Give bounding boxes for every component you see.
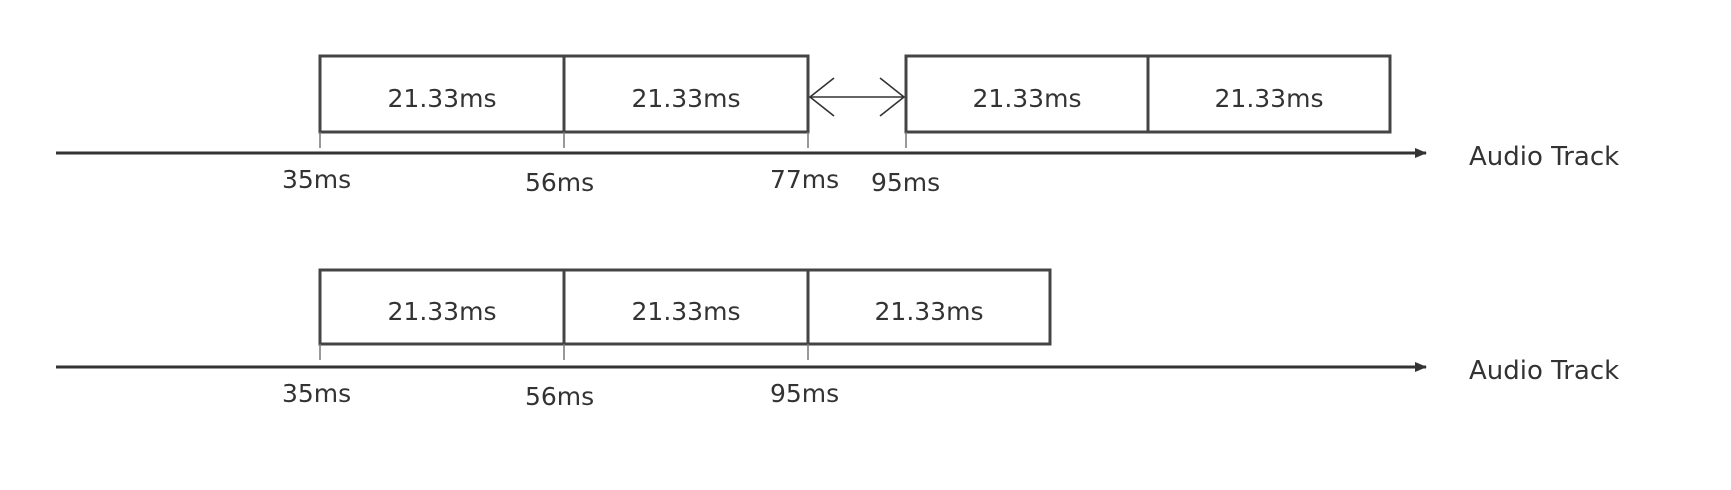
tick-label: 95ms bbox=[871, 168, 940, 197]
frame-box bbox=[904, 54, 1150, 134]
frame-box bbox=[562, 268, 810, 346]
frame-box bbox=[1146, 54, 1392, 134]
track-label: Audio Track bbox=[1469, 356, 1619, 386]
frame-box bbox=[318, 54, 566, 134]
tick-label: 56ms bbox=[525, 168, 594, 197]
frame-label: 21.33ms bbox=[973, 84, 1082, 113]
frame-label: 21.33ms bbox=[632, 84, 741, 113]
tick-label: 56ms bbox=[525, 382, 594, 411]
double-headed-arrow-icon bbox=[808, 77, 906, 117]
frame-box bbox=[562, 54, 810, 134]
frame-label: 21.33ms bbox=[388, 297, 497, 326]
frame-label: 21.33ms bbox=[388, 84, 497, 113]
frame-box bbox=[318, 268, 566, 346]
audio-track-1: 21.33ms 21.33ms 21.33ms 21.33ms 35ms 56m… bbox=[56, 54, 1619, 197]
tick-label: 95ms bbox=[770, 379, 839, 408]
frame-label: 21.33ms bbox=[632, 297, 741, 326]
tick-label-highlighted: 77ms bbox=[770, 165, 839, 194]
tick-label: 35ms bbox=[282, 379, 351, 408]
frame-label: 21.33ms bbox=[1215, 84, 1324, 113]
frame-row-1: 21.33ms 21.33ms 21.33ms 21.33ms bbox=[318, 54, 1392, 134]
track-label: Audio Track bbox=[1469, 142, 1619, 172]
frame-box bbox=[806, 268, 1052, 346]
frame-label: 21.33ms bbox=[875, 297, 984, 326]
tick-label: 35ms bbox=[282, 165, 351, 194]
frame-row-2: 21.33ms 21.33ms 21.33ms bbox=[318, 268, 1052, 346]
audio-track-2: 21.33ms 21.33ms 21.33ms 35ms 56ms 95ms A… bbox=[56, 268, 1619, 411]
